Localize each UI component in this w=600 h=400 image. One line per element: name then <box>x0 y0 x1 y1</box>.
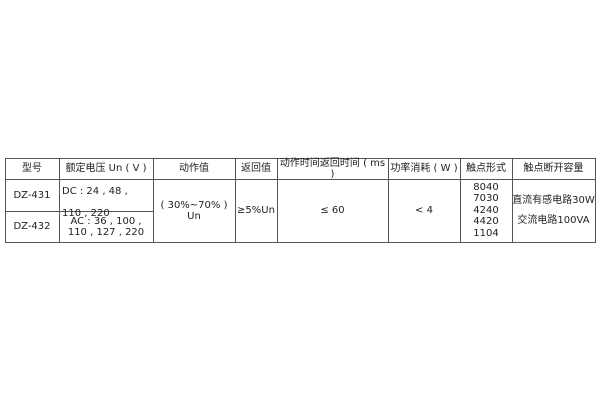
row-model: DZ-432 <box>13 221 51 232</box>
contact-type: 4240 <box>473 204 499 216</box>
contact-type: 8040 <box>473 181 499 193</box>
header-voltage: 额定电压 Un ( V ) <box>65 163 147 174</box>
contact-type: 7030 <box>473 193 499 205</box>
contact-type: 4420 <box>473 216 499 228</box>
contact-type: 1104 <box>473 227 499 239</box>
header-contacts: 触点形式 <box>466 163 506 174</box>
header-capacity: 触点断开容量 <box>523 163 584 174</box>
return-value: ≥5%Un <box>237 205 275 216</box>
header-return-value: 返回值 <box>241 163 271 174</box>
time-value: ≤ 60 <box>320 205 345 216</box>
capacity-dc: 直流有感电路30W <box>512 194 595 206</box>
action-value: ( 30%~70% ) Un <box>160 199 228 222</box>
capacity-ac: 交流电路100VA <box>517 214 590 226</box>
row-model: DZ-431 <box>13 189 51 201</box>
row-voltage: AC : 36 , 100 , 110 , 127 , 220 <box>67 216 145 238</box>
header-time: 动作时间返回时间 ( ms ) <box>279 157 386 180</box>
capacity: 直流有感电路30W 交流电路100VA <box>512 179 595 242</box>
contact-types: 8040 7030 4240 4420 1104 <box>460 179 512 242</box>
header-power: 功率消耗 ( W ) <box>390 163 458 174</box>
row-voltage: DC : 24 , 48 , 110 , 220 <box>62 186 128 219</box>
header-action-value: 动作值 <box>179 163 209 174</box>
header-model: 型号 <box>22 163 42 174</box>
power-value: < 4 <box>415 205 433 216</box>
